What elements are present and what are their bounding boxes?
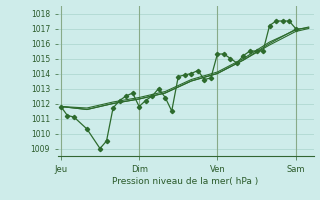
X-axis label: Pression niveau de la mer( hPa ): Pression niveau de la mer( hPa ) — [112, 177, 259, 186]
